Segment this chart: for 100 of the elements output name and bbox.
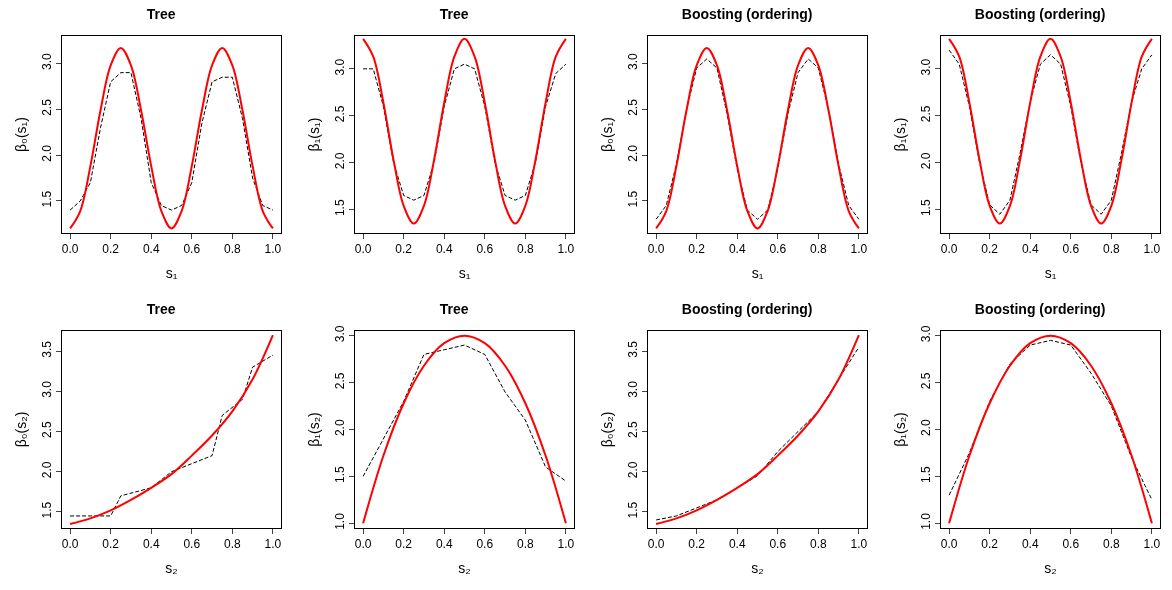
x-tick-label: 0.8 xyxy=(223,242,241,257)
y-tick-label: 1.0 xyxy=(919,512,934,530)
x-axis-title: s₁ xyxy=(751,264,764,281)
x-tick-label: 0.4 xyxy=(728,537,746,552)
line-series xyxy=(69,46,274,230)
x-tick-label: 1.0 xyxy=(1143,242,1161,257)
x-tick-label: 0.6 xyxy=(769,537,787,552)
line-series xyxy=(948,334,1153,525)
x-tick-label: 0.6 xyxy=(1062,242,1080,257)
y-tick-label: 2.0 xyxy=(333,419,348,437)
chart-title: Boosting (ordering) xyxy=(681,5,813,22)
x-tick-label: 0.2 xyxy=(102,537,120,552)
x-tick-label: 1.0 xyxy=(557,537,575,552)
y-axis-title: β₁(s₁) xyxy=(305,117,322,152)
y-tick-label: 1.5 xyxy=(333,465,348,483)
y-tick-label: 3.0 xyxy=(919,325,934,343)
y-tick-label: 1.5 xyxy=(919,199,934,217)
y-tick-label: 2.5 xyxy=(40,98,55,116)
y-tick-label: 3.5 xyxy=(40,340,55,358)
y-tick-label: 2.5 xyxy=(919,105,934,123)
chart-title: Boosting (ordering) xyxy=(974,5,1106,22)
x-tick-label: 0.8 xyxy=(1102,537,1120,552)
x-tick-label: 0.8 xyxy=(223,537,241,552)
x-tick-label: 0.2 xyxy=(688,537,706,552)
y-tick-label: 2.5 xyxy=(40,421,55,439)
y-tick-label: 2.0 xyxy=(919,152,934,170)
x-axis-title: s₂ xyxy=(751,559,764,576)
chart-title: Tree xyxy=(439,5,469,22)
x-axis-title: s₂ xyxy=(165,559,178,576)
x-tick-label: 0.8 xyxy=(516,242,534,257)
y-tick-label: 3.0 xyxy=(333,58,348,76)
x-tick-label: 0.4 xyxy=(1021,537,1039,552)
y-tick-label: 1.5 xyxy=(626,190,641,208)
x-tick-label: 0.6 xyxy=(769,242,787,257)
y-tick-label: 3.0 xyxy=(333,325,348,343)
y-axis-title: β₀(s₂) xyxy=(12,411,29,448)
x-tick-label: 1.0 xyxy=(264,537,282,552)
y-tick-label: 2.0 xyxy=(40,461,55,479)
y-tick-label: 2.0 xyxy=(919,419,934,437)
y-tick-label: 2.0 xyxy=(626,461,641,479)
line-series xyxy=(362,344,567,482)
x-tick-label: 1.0 xyxy=(557,242,575,257)
x-tick-label: 0.8 xyxy=(809,242,827,257)
line-series xyxy=(362,63,567,201)
y-tick-label: 1.5 xyxy=(40,190,55,208)
y-tick-label: 2.5 xyxy=(333,372,348,390)
y-tick-label: 1.5 xyxy=(919,465,934,483)
x-tick-label: 0.8 xyxy=(516,537,534,552)
y-tick-label: 3.5 xyxy=(626,340,641,358)
chart-title: Tree xyxy=(439,300,469,317)
x-tick-label: 1.0 xyxy=(850,537,868,552)
y-tick-label: 3.0 xyxy=(40,53,55,71)
x-tick-label: 0.6 xyxy=(476,242,494,257)
x-tick-label: 0.2 xyxy=(395,537,413,552)
x-tick-label: 0.0 xyxy=(647,242,665,257)
chart-title: Tree xyxy=(146,5,176,22)
chart-title: Boosting (ordering) xyxy=(681,300,813,317)
y-axis-title: β₁(s₂) xyxy=(891,412,908,447)
x-tick-label: 0.4 xyxy=(142,537,160,552)
x-tick-label: 0.6 xyxy=(183,537,201,552)
x-tick-label: 0.0 xyxy=(61,537,79,552)
x-tick-label: 0.4 xyxy=(728,242,746,257)
x-axis-title: s₁ xyxy=(458,264,471,281)
y-tick-label: 3.0 xyxy=(626,380,641,398)
line-series xyxy=(948,339,1153,501)
x-tick-label: 1.0 xyxy=(264,242,282,257)
y-tick-label: 2.5 xyxy=(626,98,641,116)
x-tick-label: 0.8 xyxy=(1102,242,1120,257)
x-tick-label: 0.2 xyxy=(981,537,999,552)
x-axis-title: s₁ xyxy=(1044,264,1057,281)
x-tick-label: 0.2 xyxy=(981,242,999,257)
x-tick-label: 0.4 xyxy=(1021,242,1039,257)
y-tick-label: 2.5 xyxy=(919,372,934,390)
y-axis-title: β₀(s₂) xyxy=(598,411,615,448)
y-tick-label: 2.0 xyxy=(333,152,348,170)
x-tick-label: 0.2 xyxy=(102,242,120,257)
x-tick-label: 0.0 xyxy=(354,537,372,552)
x-tick-label: 0.2 xyxy=(395,242,413,257)
y-tick-label: 3.0 xyxy=(919,58,934,76)
line-series xyxy=(362,37,567,225)
y-tick-label: 2.5 xyxy=(626,421,641,439)
y-axis-title: β₀(s₁) xyxy=(12,117,29,152)
x-tick-label: 0.4 xyxy=(435,242,453,257)
line-series xyxy=(362,334,567,525)
x-tick-label: 0.0 xyxy=(940,242,958,257)
x-tick-label: 0.4 xyxy=(142,242,160,257)
x-tick-label: 0.4 xyxy=(435,537,453,552)
x-tick-label: 0.0 xyxy=(647,537,665,552)
y-tick-label: 1.5 xyxy=(626,501,641,519)
x-axis-title: s₁ xyxy=(165,264,178,281)
y-tick-label: 1.5 xyxy=(333,199,348,217)
x-tick-label: 0.6 xyxy=(476,537,494,552)
chart-title: Boosting (ordering) xyxy=(974,300,1106,317)
x-axis-title: s₂ xyxy=(1044,559,1057,576)
x-tick-label: 0.6 xyxy=(1062,537,1080,552)
chart-title: Tree xyxy=(146,300,176,317)
y-tick-label: 2.0 xyxy=(626,144,641,162)
x-tick-label: 1.0 xyxy=(850,242,868,257)
x-tick-label: 1.0 xyxy=(1143,537,1161,552)
y-tick-label: 1.5 xyxy=(40,501,55,519)
